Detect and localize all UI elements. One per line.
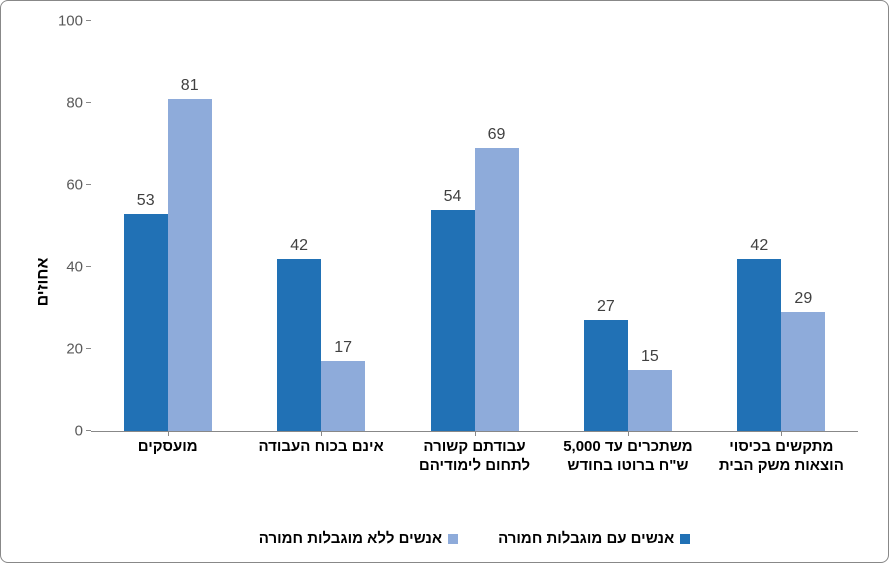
y-tick-label: 40 xyxy=(51,259,91,276)
x-axis-label: מתקשים בכיסוי הוצאות משק הבית xyxy=(705,432,858,502)
x-axis-label: מועסקים xyxy=(91,432,244,502)
bar: 17 xyxy=(321,361,365,431)
y-tick-mark xyxy=(86,20,91,21)
bar-value-label: 69 xyxy=(488,126,506,148)
x-tick-mark xyxy=(321,431,322,436)
bar: 54 xyxy=(431,210,475,431)
y-tick-mark xyxy=(86,430,91,431)
y-tick-mark xyxy=(86,184,91,185)
bar: 42 xyxy=(277,259,321,431)
bar-value-label: 27 xyxy=(597,298,615,320)
bar: 81 xyxy=(168,99,212,431)
y-tick-mark xyxy=(86,102,91,103)
x-tick-mark xyxy=(628,431,629,436)
x-tick-mark xyxy=(475,431,476,436)
bar-value-label: 15 xyxy=(641,348,659,370)
chart-container: אחוזים 53814217546927154229 020406080100… xyxy=(0,0,889,563)
bar-value-label: 29 xyxy=(794,290,812,312)
y-tick-label: 20 xyxy=(51,341,91,358)
bar-group: 2715 xyxy=(551,21,704,431)
x-axis-label: משתכרים עד 5,000 ש"ח ברוטו בחודש xyxy=(551,432,704,502)
bars-row: 53814217546927154229 xyxy=(91,21,858,431)
legend-swatch xyxy=(680,534,690,544)
x-labels: מועסקיםאינם בכוח העבודהעבודתם קשורה לתחו… xyxy=(91,432,858,502)
bar-group: 5469 xyxy=(398,21,551,431)
legend-label: אנשים עם מוגבלות חמורה xyxy=(498,530,674,547)
y-tick-label: 0 xyxy=(51,423,91,440)
bar: 53 xyxy=(124,214,168,431)
x-axis-label: אינם בכוח העבודה xyxy=(244,432,397,502)
x-axis-label: עבודתם קשורה לתחום לימודיהם xyxy=(398,432,551,502)
y-tick-label: 100 xyxy=(51,13,91,30)
legend-item: אנשים ללא מוגבלות חמורה xyxy=(259,530,458,547)
bar-group: 4217 xyxy=(244,21,397,431)
bar-group: 5381 xyxy=(91,21,244,431)
bar: 29 xyxy=(781,312,825,431)
y-tick-label: 60 xyxy=(51,177,91,194)
bar-value-label: 53 xyxy=(137,192,155,214)
y-tick-mark xyxy=(86,348,91,349)
legend-label: אנשים ללא מוגבלות חמורה xyxy=(259,530,442,547)
bar: 27 xyxy=(584,320,628,431)
bar-value-label: 17 xyxy=(334,339,352,361)
legend: אנשים עם מוגבלות חמורה אנשים ללא מוגבלות … xyxy=(91,530,858,547)
y-axis-label: אחוזים xyxy=(34,257,52,306)
x-tick-mark xyxy=(781,431,782,436)
bar-group: 4229 xyxy=(705,21,858,431)
plot-area: 53814217546927154229 020406080100 xyxy=(91,21,858,432)
bar-value-label: 42 xyxy=(750,237,768,259)
bar: 42 xyxy=(737,259,781,431)
bar: 15 xyxy=(628,370,672,432)
x-tick-mark xyxy=(168,431,169,436)
legend-item: אנשים עם מוגבלות חמורה xyxy=(498,530,690,547)
legend-swatch xyxy=(448,534,458,544)
bar: 69 xyxy=(475,148,519,431)
y-tick-label: 80 xyxy=(51,95,91,112)
bar-value-label: 42 xyxy=(290,237,308,259)
bar-value-label: 54 xyxy=(444,188,462,210)
y-tick-mark xyxy=(86,266,91,267)
bar-value-label: 81 xyxy=(181,77,199,99)
